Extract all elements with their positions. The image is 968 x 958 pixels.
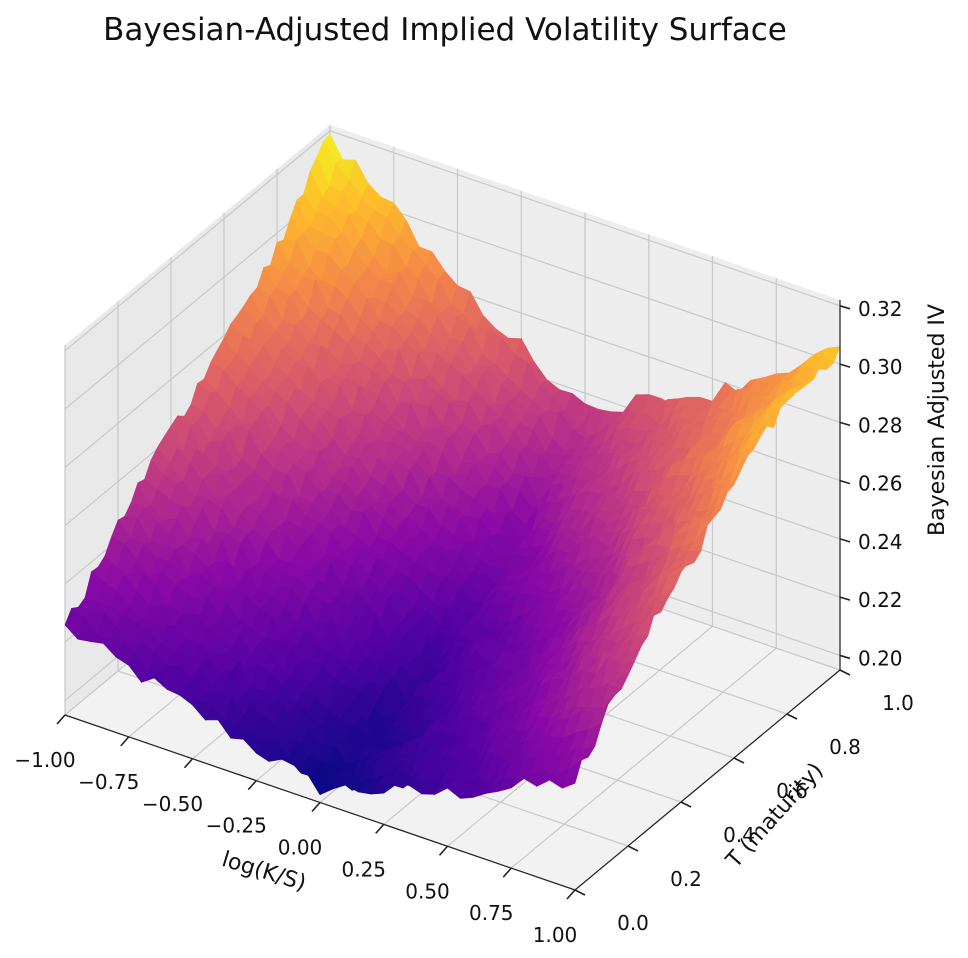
x-tick-label: −0.25 (206, 814, 267, 838)
grid-line-z (64, 130, 841, 352)
surface-facet (561, 759, 583, 789)
z-axis-label: Bayesian Adjusted IV (925, 304, 950, 536)
y-axis-line (574, 669, 841, 891)
y-tick-mark (574, 889, 586, 896)
z-tick-label: 0.28 (858, 413, 903, 437)
x-tick-label: 0.75 (469, 901, 514, 925)
x-tick-label: −0.50 (142, 792, 203, 816)
x-tick-label: −0.75 (78, 770, 139, 794)
y-tick-label: 0.6 (776, 779, 808, 803)
x-tick-mark (438, 845, 449, 856)
z-tick-mark (839, 654, 851, 660)
x-tick-mark (247, 780, 257, 791)
z-tick-mark (839, 479, 851, 485)
x-tick-mark (502, 867, 512, 878)
z-tick-mark (839, 363, 851, 368)
x-tick-label: 0.00 (278, 836, 323, 860)
x-tick-mark (311, 801, 321, 813)
x-tick-mark (120, 736, 130, 747)
y-tick-mark (839, 669, 851, 676)
z-tick-mark (839, 421, 851, 427)
x-tick-mark (56, 714, 66, 725)
z-tick-label: 0.20 (858, 646, 903, 670)
y-tick-label: 0.4 (723, 823, 755, 847)
iv-surface (64, 133, 841, 799)
tick-labels: −1.00−0.75−0.50−0.250.000.250.500.751.00… (14, 297, 914, 947)
y-tick-label: 0.8 (829, 735, 861, 759)
y-axis-label: T (maturity) (721, 758, 828, 873)
axis-lines (56, 300, 851, 900)
z-tick-mark (839, 596, 851, 601)
z-tick-label: 0.22 (858, 588, 903, 612)
z-tick-label: 0.32 (858, 297, 903, 321)
x-tick-label: 0.25 (341, 857, 386, 881)
z-tick-label: 0.30 (858, 355, 903, 379)
z-tick-label: 0.26 (858, 472, 903, 496)
x-tick-mark (183, 758, 194, 769)
y-tick-label: 0.2 (670, 867, 702, 891)
z-tick-mark (839, 538, 851, 543)
y-tick-mark (733, 757, 745, 764)
x-tick-label: 0.50 (405, 879, 450, 903)
y-tick-mark (786, 713, 798, 720)
y-tick-label: 0.0 (617, 911, 649, 935)
z-tick-label: 0.24 (858, 530, 903, 554)
x-tick-mark (375, 823, 385, 834)
chart-title: Bayesian-Adjusted Implied Volatility Sur… (103, 12, 787, 48)
y-tick-mark (680, 801, 692, 808)
x-tick-label: 1.00 (533, 923, 578, 947)
x-tick-label: −1.00 (14, 748, 75, 772)
x-tick-mark (566, 889, 576, 900)
y-tick-mark (627, 845, 639, 852)
z-tick-mark (839, 305, 851, 310)
y-tick-label: 1.0 (882, 691, 914, 715)
